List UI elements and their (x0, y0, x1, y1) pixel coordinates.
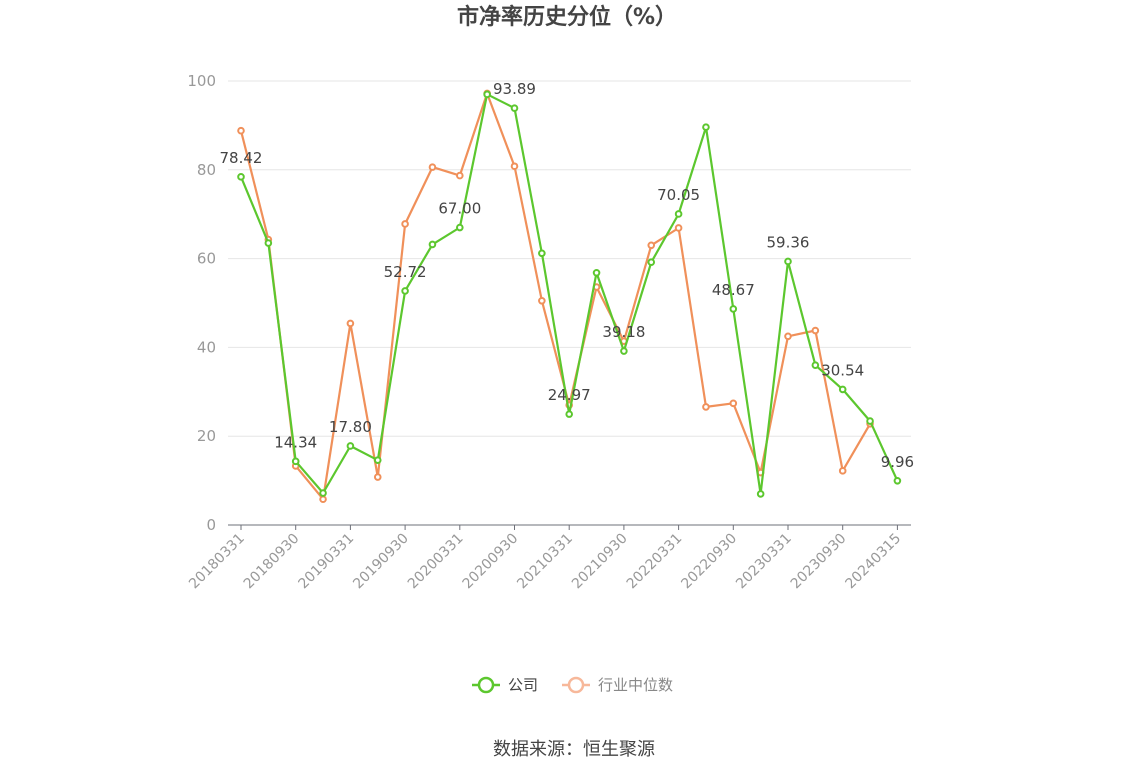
data-point-company (373, 456, 382, 464)
data-point-industry-median (237, 126, 245, 135)
data-label: 48.67 (712, 281, 755, 299)
data-point-industry-median (456, 171, 464, 180)
data-label: 93.89 (493, 80, 536, 98)
data-point-industry-median (373, 473, 382, 481)
data-label: 24.97 (548, 386, 591, 404)
data-point-company (264, 239, 273, 247)
data-label: 9.96 (881, 453, 914, 471)
x-tick-label: 20190930 (350, 531, 412, 593)
label-layer: 78.42 14.34 17.80 52.72 67.00 93.89 24.97 39.18… (220, 80, 915, 471)
data-label: 67.00 (438, 200, 481, 218)
data-point-industry-median (647, 241, 656, 250)
data-point-company (647, 258, 656, 266)
data-point-company (483, 90, 491, 99)
data-point-company (291, 457, 300, 466)
data-point-company (428, 240, 437, 249)
data-point-company (346, 442, 355, 450)
data-point-company (620, 347, 628, 355)
legend[interactable]: 公司 行业中位数 (472, 676, 673, 694)
data-label: 30.54 (821, 361, 864, 379)
data-point-industry-median (401, 220, 409, 228)
chart-title: 市净率历史分位（%） (457, 4, 677, 30)
x-tick-label: 20220930 (678, 531, 740, 593)
series-layer (237, 89, 902, 504)
y-tick-label: 20 (197, 427, 216, 445)
y-tick-label: 40 (197, 338, 216, 356)
x-tick-label: 20230930 (788, 531, 850, 593)
data-point-industry-median (538, 296, 546, 305)
data-point-industry-median (838, 467, 847, 475)
grid-layer (228, 80, 911, 437)
x-tick-label: 20190331 (296, 531, 358, 593)
axis-layer: 0 20 40 60 80 100 2018033120180930201903312019… (186, 72, 911, 592)
data-point-industry-median (702, 403, 710, 411)
data-point-industry-median (729, 399, 738, 408)
x-tick-label: 20230331 (733, 531, 795, 593)
legend-marker-icon (477, 676, 495, 694)
data-point-company (538, 249, 546, 258)
data-point-company (319, 489, 327, 497)
data-point-industry-median (319, 495, 327, 504)
legend-label: 公司 (508, 676, 538, 694)
data-point-company (702, 123, 710, 131)
y-tick-label: 60 (197, 250, 216, 268)
data-point-company (510, 104, 519, 112)
data-point-company (784, 257, 792, 266)
x-tick-label: 20180930 (241, 531, 303, 593)
data-label: 17.80 (329, 418, 372, 436)
data-point-industry-median (674, 224, 683, 232)
data-label: 59.36 (767, 233, 810, 251)
x-tick-label: 20200331 (405, 531, 467, 593)
data-point-company (456, 223, 464, 232)
data-label: 14.34 (274, 433, 317, 451)
data-label: 52.72 (384, 263, 427, 281)
data-point-company (401, 287, 409, 295)
data-point-company (756, 490, 765, 498)
legend-item-company[interactable]: 公司 (472, 676, 538, 694)
data-point-company (866, 417, 874, 425)
data-point-company (674, 210, 683, 218)
x-tick-label: 20210331 (514, 531, 576, 593)
data-point-company (592, 269, 601, 277)
data-point-company (811, 361, 820, 369)
source-note: 数据来源：恒生聚源 (493, 739, 655, 760)
x-tick-label: 20180331 (186, 531, 248, 593)
y-tick-label: 100 (187, 72, 216, 90)
legend-marker-icon (567, 676, 585, 694)
legend-label: 行业中位数 (598, 676, 673, 694)
x-tick-label: 20210930 (569, 531, 631, 593)
data-label: 78.42 (220, 149, 263, 167)
data-point-industry-median (346, 319, 355, 328)
data-point-company (565, 410, 574, 418)
data-point-industry-median (428, 163, 437, 171)
x-tick-label: 20200930 (460, 531, 522, 593)
series-line-industry-median (239, 92, 872, 501)
data-point-company (893, 476, 902, 485)
data-point-industry-median (510, 162, 519, 171)
data-point-company (838, 385, 847, 394)
data-label: 39.18 (602, 323, 645, 341)
data-label: 70.05 (657, 186, 700, 204)
x-tick-label: 20220331 (624, 531, 686, 593)
data-point-company (237, 173, 245, 181)
y-tick-label: 0 (206, 516, 216, 534)
data-point-company (729, 305, 738, 313)
data-point-industry-median (784, 332, 792, 341)
x-tick-label: 20240315 (843, 531, 905, 593)
legend-item-industry-median[interactable]: 行业中位数 (562, 676, 673, 694)
data-point-industry-median (811, 326, 820, 335)
y-tick-label: 80 (197, 161, 216, 179)
